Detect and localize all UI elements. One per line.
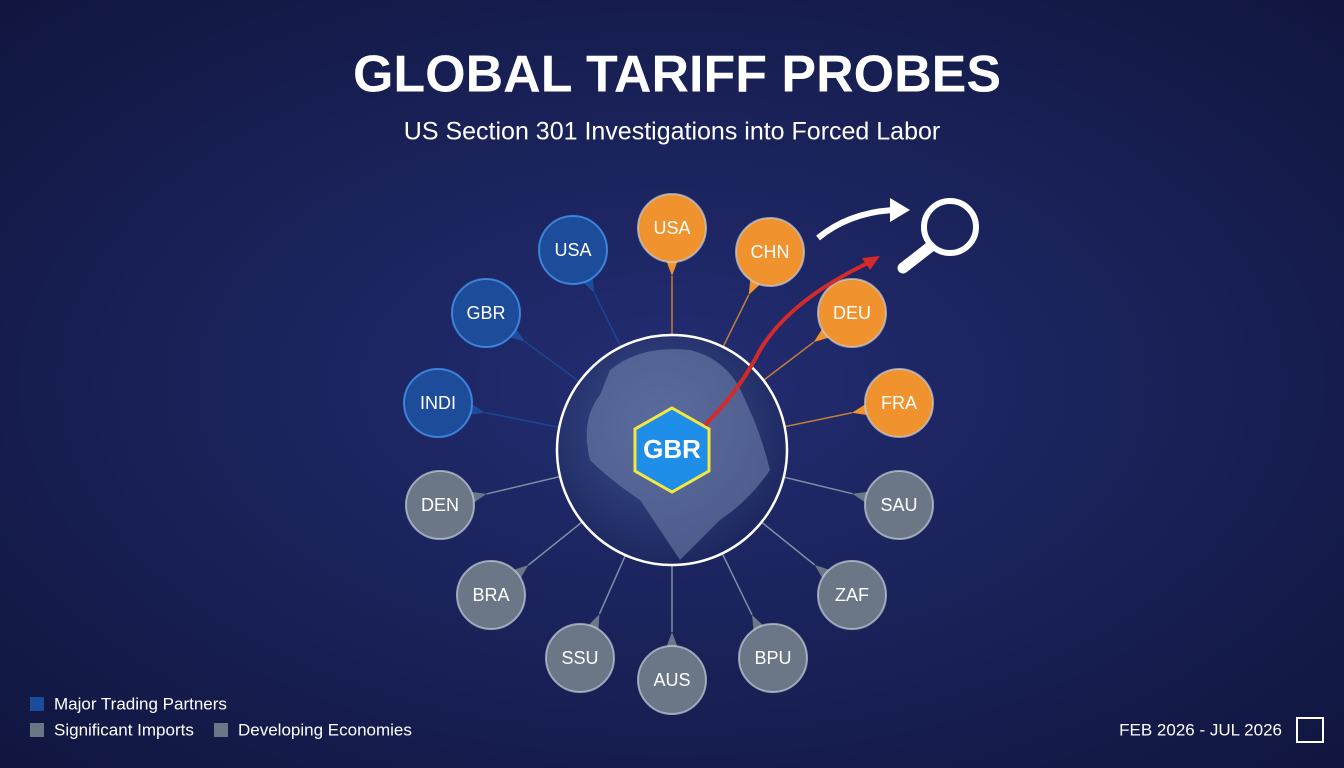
trend-arrow-head bbox=[862, 256, 880, 270]
legend-label: Major Trading Partners bbox=[54, 694, 227, 713]
pin-label: BRA bbox=[472, 585, 509, 605]
logo-icon bbox=[1296, 717, 1324, 743]
pin bbox=[456, 560, 526, 630]
legend: Major Trading Partners Significant Import… bbox=[30, 694, 412, 739]
subtitle: US Section 301 Investigations into Force… bbox=[404, 118, 940, 146]
legend-swatch bbox=[30, 697, 44, 711]
pin-label: FRA bbox=[881, 393, 917, 413]
pin-label: DEU bbox=[833, 303, 871, 323]
magnifier-lens bbox=[921, 198, 979, 256]
pin bbox=[817, 560, 887, 630]
pin-label: USA bbox=[653, 218, 690, 238]
pin-label: GBR bbox=[466, 303, 505, 323]
pin bbox=[403, 368, 473, 438]
pin-label: SSU bbox=[561, 648, 598, 668]
pin bbox=[405, 470, 475, 540]
pin bbox=[451, 278, 521, 348]
pin-label: DEN bbox=[421, 495, 459, 515]
pin-label: USA bbox=[554, 240, 591, 260]
date-range: FEB 2026 - JUL 2026 bbox=[1119, 720, 1282, 739]
pin-label: INDI bbox=[420, 393, 456, 413]
legend-swatch bbox=[30, 723, 44, 737]
pin bbox=[817, 278, 887, 348]
probe-arrow-head bbox=[890, 198, 910, 222]
center-label: GBR bbox=[643, 434, 701, 464]
pin bbox=[864, 368, 934, 438]
title: GLOBAL TARIFF PROBES bbox=[353, 46, 1001, 104]
legend-label: Developing Economies bbox=[238, 720, 412, 739]
pin bbox=[738, 623, 808, 693]
magnifier-handle bbox=[897, 241, 936, 274]
center-hexagon bbox=[633, 406, 711, 494]
pin bbox=[637, 193, 707, 263]
pin-label: AUS bbox=[653, 670, 690, 690]
probe-arrow bbox=[816, 207, 896, 241]
pin bbox=[864, 470, 934, 540]
pins: USA USA CHN DEU FRA GBR INDI DEN SAU BRA ZAF SSU BPU… bbox=[403, 193, 934, 715]
pin-label: BPU bbox=[754, 648, 791, 668]
pin-label: SAU bbox=[880, 495, 917, 515]
pin-label: CHN bbox=[751, 242, 790, 262]
legend-swatch bbox=[214, 723, 228, 737]
legend-label: Significant Imports bbox=[54, 720, 194, 739]
trend-arrow bbox=[703, 260, 871, 427]
pin bbox=[637, 645, 707, 715]
pin bbox=[545, 623, 615, 693]
pin bbox=[735, 217, 805, 287]
pin-label: ZAF bbox=[835, 585, 869, 605]
pin bbox=[538, 215, 608, 285]
